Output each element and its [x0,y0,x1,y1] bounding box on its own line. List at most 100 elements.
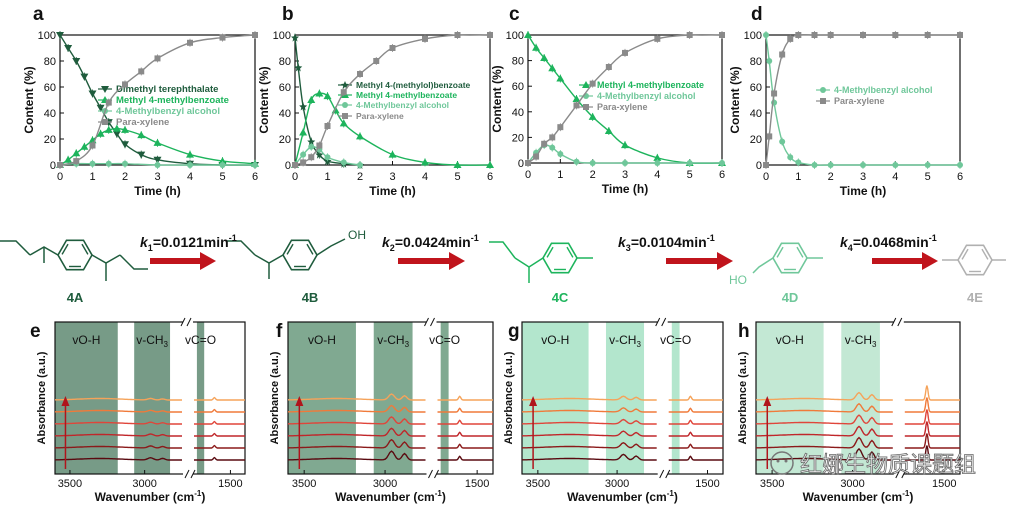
ir-trace [522,407,657,413]
axis-break-mask [183,319,193,325]
ir-trace [668,443,723,449]
plot-frame [755,321,961,475]
ring-double-bond [81,243,89,255]
data-point [292,162,298,168]
x-axis-label-main: Wavenumber (cm [803,490,903,504]
legend-label: 4-Methylbenzyl alcohol [597,91,696,101]
y-axis-label: Absorbance (a.u.) [737,351,749,444]
rate-arrow-3: k3=0.0104min-1 [618,233,733,270]
ir-trace [194,456,245,461]
arrow-shaft [872,258,924,264]
data-point [64,155,73,163]
data-point [252,32,258,38]
ir-trace [668,419,723,425]
band-label: v-CH3 [136,333,168,349]
data-point [308,154,315,161]
chart-panel-e: vO-H v-CH3 vC=O 3500 3000 1500 Wavenumber (cm-… [30,317,246,504]
ir-trace [288,438,426,449]
y-axis-label: Absorbance (a.u.) [269,351,281,444]
data-point [105,99,112,106]
x-axis-label: Wavenumber (cm-1) [567,489,678,504]
ir-trace [437,395,493,401]
y-tick-label: 60 [44,82,56,94]
data-point [604,127,613,134]
y-tick-label: 20 [512,132,524,144]
x-axis-label: Wavenumber (cm-1) [335,489,446,504]
data-point [549,144,556,151]
data-point [827,32,834,38]
data-point [373,58,380,64]
wechat-icon-dot [784,459,788,463]
compound-4D: HO 4D [729,242,823,305]
data-point [153,156,162,164]
axis-break [434,469,439,479]
x-tick-label: 5 [219,171,225,183]
axis-break-mask [657,471,668,477]
benzene-ring [542,242,578,274]
arrow-head [200,252,216,270]
k-symbol: k [618,234,627,250]
data-point [589,80,596,87]
data-point [795,32,802,38]
x-tick-label: 3500 [292,478,316,490]
data-point [299,102,308,111]
y-tick-label: 80 [750,56,762,68]
x-tick-label: 0 [525,169,531,181]
k-superscript: -1 [471,233,479,243]
data-point [324,123,331,129]
k-superscript: -1 [707,233,715,243]
panel-label: d [751,4,763,25]
data-point [621,141,629,149]
y-axis-label: Content (%) [257,66,271,133]
legend-label: 4-Methylbenzyl alcohol [834,85,933,95]
y-tick-label: 0 [518,158,524,170]
k-superscript: -1 [929,233,937,243]
k-superscript: -1 [229,233,237,243]
data-point [122,160,128,167]
compound-label: 4D [782,290,799,305]
data-point [89,160,96,167]
data-point [827,162,834,168]
wechat-icon [770,451,794,475]
axis-break [184,469,190,479]
data-point [96,129,105,137]
legend-label: 4-Methylbenzyl alcohol [116,106,220,117]
data-point [323,92,332,100]
y-tick-label: 100 [506,30,524,42]
ir-trace [437,407,493,413]
x-axis-label: Time (h) [369,184,415,198]
legend-label: Para-xylene [597,102,648,112]
ir-trace [756,391,893,401]
data-point [300,151,307,158]
band-label-sub: 3 [164,340,169,349]
ring-double-bond [961,248,969,260]
data-point [64,45,73,52]
data-point [137,131,146,139]
y-tick-label: 80 [512,56,524,68]
ir-trace [522,453,657,461]
arrow-shaft [666,258,719,264]
data-point [219,162,226,168]
x-tick-label: 1500 [695,478,719,490]
legend-label: Dimethyl terephthalate [116,84,218,95]
x-axis-label-end: ) [442,490,446,504]
data-point [763,162,769,168]
data-point [316,142,323,149]
ring-double-bond [566,246,574,258]
panel-label: g [508,321,520,342]
data-point [573,102,580,109]
data-point [80,73,89,81]
ring-double-bond [61,243,69,255]
arrow-head [922,252,938,270]
data-point [388,150,397,158]
band-label: vO-H [541,333,569,347]
legend-marker [342,113,348,119]
bond [752,257,774,274]
time-arrow-head [529,396,538,406]
panel-label: e [30,321,41,342]
legend-marker [820,87,826,93]
data-point [549,134,556,141]
k-symbol: k [840,234,849,250]
data-point [72,149,81,157]
